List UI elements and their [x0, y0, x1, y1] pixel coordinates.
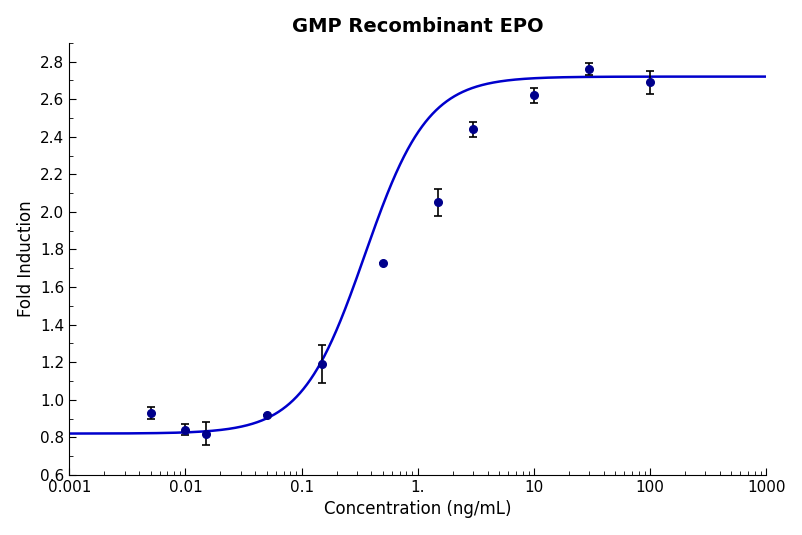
Y-axis label: Fold Induction: Fold Induction: [17, 201, 34, 317]
Title: GMP Recombinant EPO: GMP Recombinant EPO: [292, 17, 544, 36]
X-axis label: Concentration (ng/mL): Concentration (ng/mL): [324, 500, 512, 518]
